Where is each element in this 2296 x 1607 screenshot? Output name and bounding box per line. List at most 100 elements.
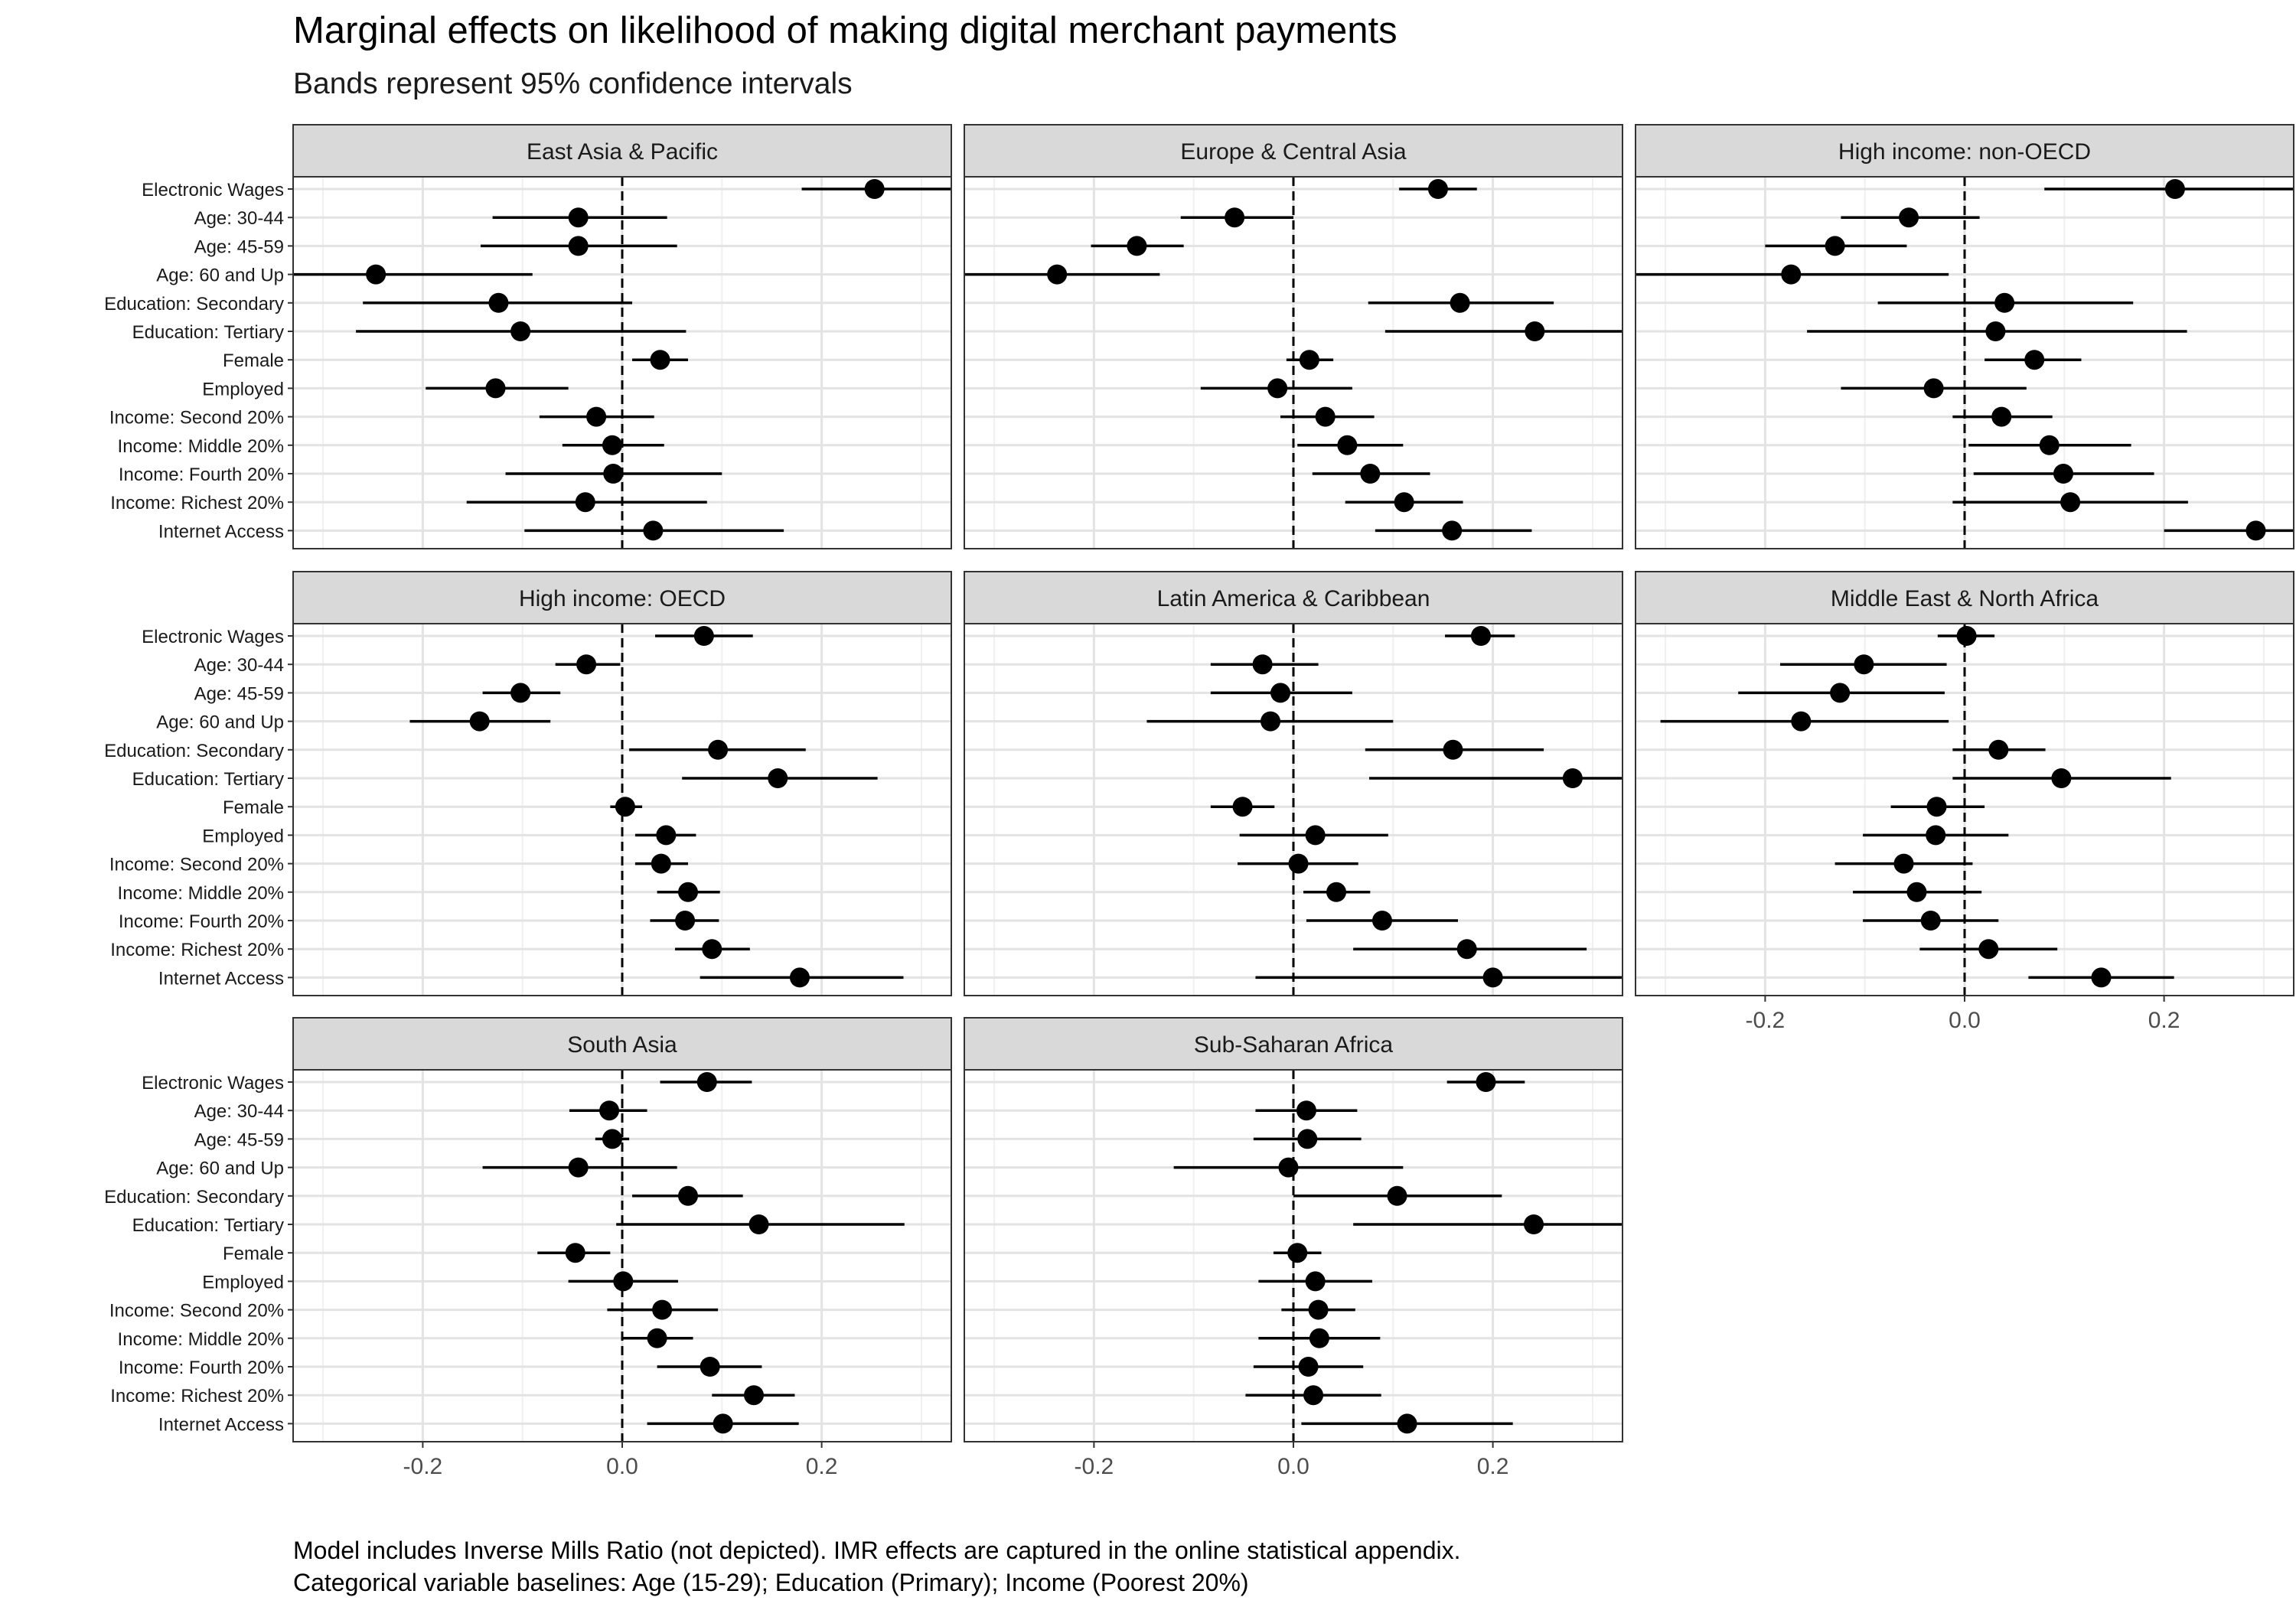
point-estimate (2039, 435, 2060, 455)
y-tick-label: Female (223, 797, 284, 818)
point-estimate (1397, 1413, 1417, 1434)
y-tick-label: Education: Secondary (104, 741, 284, 761)
point-estimate (2060, 492, 2081, 513)
point-estimate (568, 1157, 589, 1178)
point-estimate (586, 406, 607, 427)
x-tick-label: 0.2 (1477, 1454, 1509, 1479)
point-estimate (1988, 739, 2009, 760)
point-estimate (656, 825, 677, 846)
facet-title: Europe & Central Asia (1180, 139, 1406, 165)
point-estimate (602, 435, 622, 455)
point-estimate (510, 321, 531, 341)
y-tick-label: Female (223, 1244, 284, 1264)
y-tick-label: Education: Secondary (104, 1187, 284, 1208)
facet-title: South Asia (567, 1032, 677, 1058)
point-estimate (2245, 520, 2266, 541)
point-estimate (1985, 321, 2006, 341)
point-estimate (1270, 683, 1291, 703)
point-estimate (469, 711, 490, 732)
point-estimate (700, 1357, 720, 1377)
facet-strip-europe-central-asia (964, 124, 1623, 178)
point-estimate (864, 179, 885, 199)
panel-border (292, 623, 952, 996)
y-tick-label: Income: Richest 20% (110, 940, 284, 960)
facet-title: Sub-Saharan Africa (1194, 1032, 1393, 1058)
point-estimate (568, 207, 589, 228)
point-estimate (1308, 1299, 1329, 1320)
panel-border (964, 176, 1623, 549)
facet-title: Middle East & North Africa (1831, 586, 2099, 611)
point-estimate (1926, 825, 1946, 846)
point-estimate (713, 1413, 733, 1434)
y-tick-label: Female (223, 350, 284, 371)
facet-strip-high-income-non-oecd (1635, 124, 2294, 178)
point-estimate (568, 236, 589, 256)
facet-strip-south-asia (292, 1017, 952, 1071)
point-estimate (1926, 797, 1947, 817)
point-estimate (1920, 911, 1941, 931)
point-estimate (1298, 1357, 1319, 1377)
point-estimate (485, 378, 506, 399)
x-tick-label: -0.2 (1075, 1454, 1114, 1479)
point-estimate (1978, 939, 1999, 960)
point-estimate (1232, 797, 1253, 817)
point-estimate (1991, 406, 2012, 427)
y-tick-label: Income: Middle 20% (118, 883, 284, 904)
y-tick-label: Education: Secondary (104, 294, 284, 315)
x-tick-label: 0.0 (1277, 1454, 1309, 1479)
point-estimate (366, 264, 386, 285)
point-estimate (576, 654, 597, 675)
facet-title: Latin America & Caribbean (1157, 586, 1430, 611)
y-tick-label: Income: Richest 20% (110, 1386, 284, 1407)
point-estimate (1562, 768, 1583, 788)
point-estimate (1371, 911, 1392, 931)
chart-caption: Model includes Inverse Mills Ratio (not … (293, 1534, 1461, 1599)
point-estimate (1288, 853, 1309, 874)
y-tick-label: Education: Tertiary (132, 322, 284, 343)
facet-title: High income: OECD (519, 586, 726, 611)
y-tick-label: Internet Access (158, 1414, 284, 1435)
point-estimate (510, 683, 531, 703)
point-estimate (1309, 1328, 1329, 1348)
y-tick-label: Income: Second 20% (109, 855, 284, 875)
y-tick-label: Income: Second 20% (109, 1301, 284, 1322)
chart-title: Marginal effects on likelihood of making… (293, 10, 1397, 51)
point-estimate (1225, 207, 1245, 228)
point-estimate (613, 1271, 634, 1292)
point-estimate (1297, 1129, 1318, 1149)
point-estimate (1450, 292, 1470, 313)
point-estimate (1337, 435, 1358, 455)
point-estimate (2051, 768, 2072, 788)
y-tick-label: Age: 45-59 (194, 683, 284, 704)
point-estimate (2053, 464, 2073, 484)
x-tick-label: 0.2 (2148, 1008, 2180, 1033)
y-tick-label: Employed (202, 826, 284, 846)
x-tick-label: 0.2 (806, 1454, 838, 1479)
point-estimate (651, 853, 671, 874)
y-tick-label: Age: 30-44 (194, 208, 284, 229)
point-estimate (768, 768, 788, 788)
y-tick-label: Age: 60 and Up (156, 1159, 284, 1179)
y-tick-label: Income: Middle 20% (118, 1329, 284, 1350)
point-estimate (1830, 683, 1851, 703)
y-tick-label: Age: 60 and Up (156, 712, 284, 733)
point-estimate (2091, 967, 2112, 988)
y-tick-label: Electronic Wages (142, 627, 284, 647)
x-tick-label: -0.2 (1746, 1008, 1786, 1033)
y-tick-label: Income: Middle 20% (118, 436, 284, 457)
point-estimate (678, 882, 698, 902)
y-tick-label: Employed (202, 379, 284, 399)
point-estimate (1825, 236, 1845, 256)
point-estimate (1791, 711, 1812, 732)
point-estimate (702, 939, 722, 960)
point-estimate (1326, 882, 1347, 902)
point-estimate (1252, 654, 1273, 675)
point-estimate (599, 1100, 620, 1121)
point-estimate (1525, 321, 1545, 341)
point-estimate (1287, 1243, 1308, 1263)
y-tick-label: Age: 30-44 (194, 1101, 284, 1122)
chart-subtitle: Bands represent 95% confidence intervals (293, 67, 853, 100)
point-estimate (789, 967, 810, 988)
point-estimate (1456, 939, 1477, 960)
point-estimate (650, 350, 670, 370)
